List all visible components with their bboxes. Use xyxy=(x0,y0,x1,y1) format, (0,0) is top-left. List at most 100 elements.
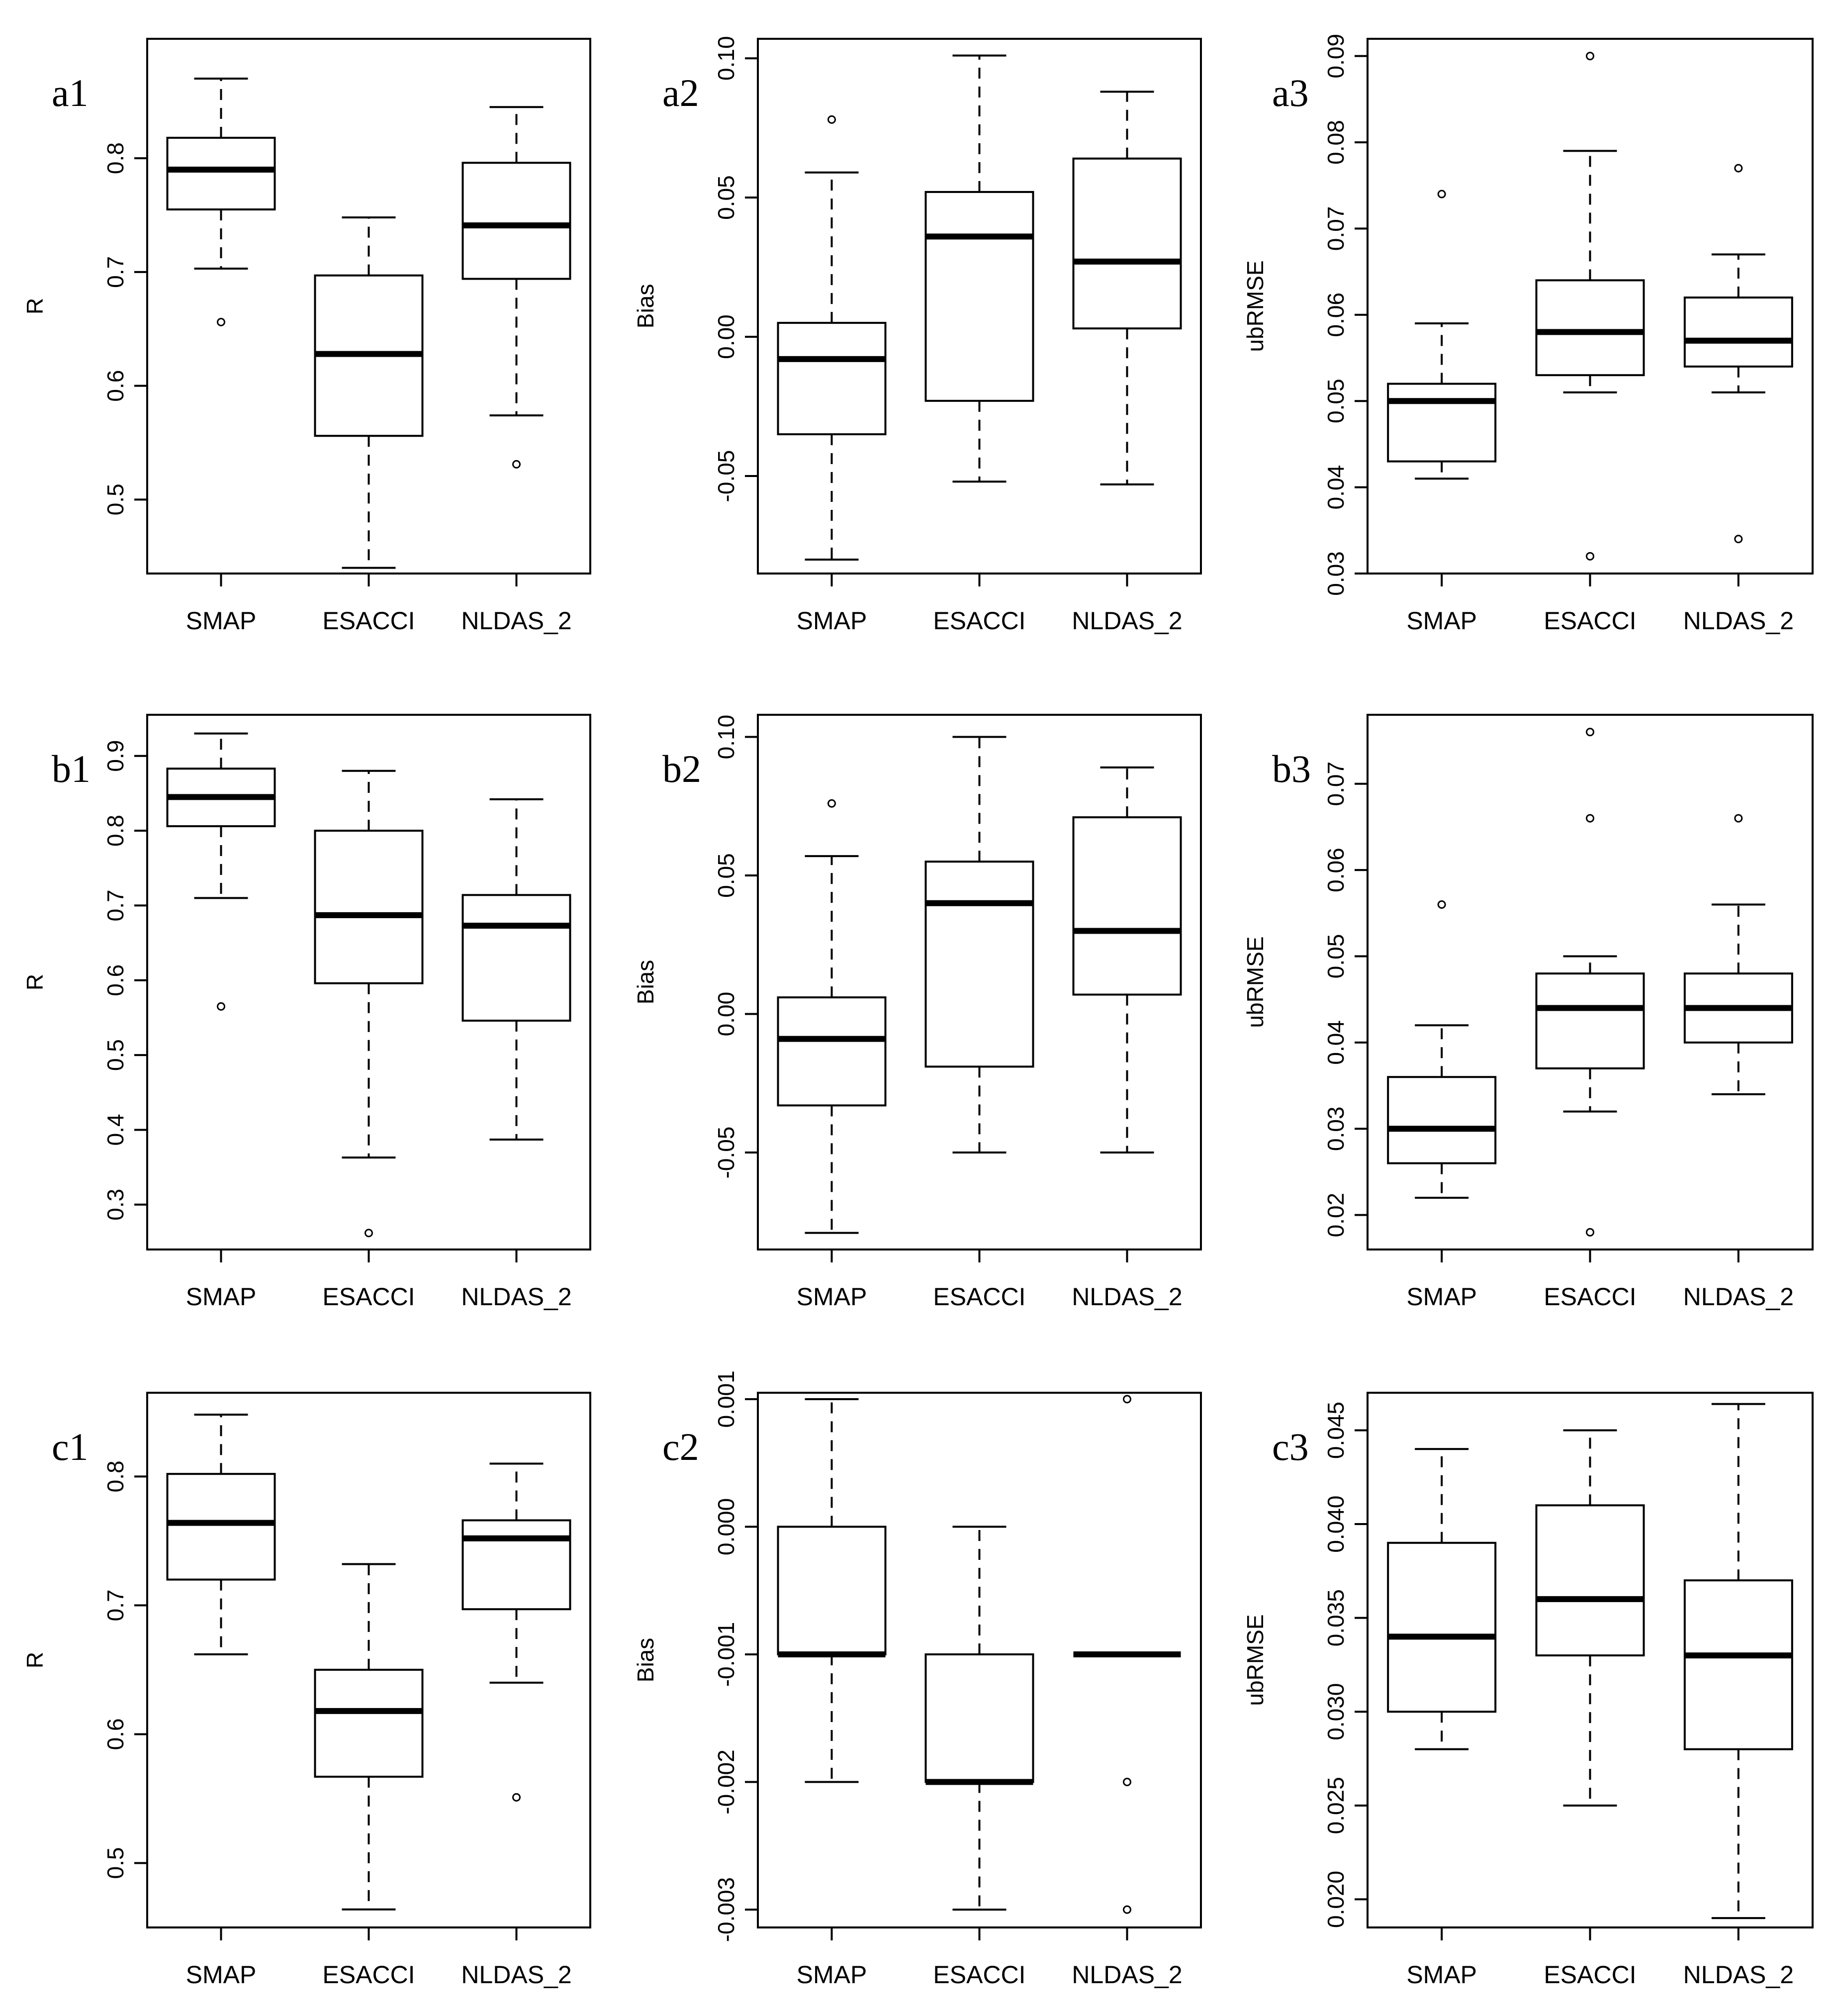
box-smap xyxy=(777,115,887,561)
y-tick-label: 0.08 xyxy=(1323,120,1349,165)
iqr-box xyxy=(1387,1076,1497,1164)
box-smap xyxy=(1387,1448,1497,1750)
box-nldas-2 xyxy=(1072,766,1182,1154)
y-axis-title: Bias xyxy=(633,960,658,1004)
iqr-box xyxy=(314,1668,424,1778)
iqr-box xyxy=(924,1653,1034,1783)
panel-label: a2 xyxy=(662,71,699,114)
y-tick-label: 0.4 xyxy=(102,1114,128,1146)
box-nldas-2 xyxy=(1683,1403,1793,1920)
panel-label: c2 xyxy=(662,1425,699,1468)
y-axis-title: Bias xyxy=(633,284,658,328)
category-label: ESACCI xyxy=(1544,1961,1636,1989)
y-axis-title: Bias xyxy=(633,1638,658,1682)
category-label: SMAP xyxy=(797,1283,867,1311)
box-smap xyxy=(777,1398,887,1783)
outlier-point xyxy=(1123,1778,1131,1787)
outlier-point xyxy=(1734,814,1743,823)
box-esacci xyxy=(1535,728,1645,1237)
y-tick-label: 0.03 xyxy=(1323,1106,1349,1151)
iqr-box xyxy=(1387,383,1497,463)
iqr-box xyxy=(1535,1504,1645,1657)
category-label: SMAP xyxy=(1406,1283,1477,1311)
iqr-box xyxy=(924,191,1034,402)
panel-c1: c1 R 0.5 0.6 0.7 0.8 SMAP ESACCI NLDAS_2 xyxy=(22,1392,591,1989)
category-label: SMAP xyxy=(1406,607,1477,635)
y-axis-title: R xyxy=(22,298,48,314)
iqr-box xyxy=(461,894,571,1022)
iqr-box xyxy=(777,322,887,436)
y-tick-label: 0.001 xyxy=(713,1370,739,1428)
y-tick-label: 0.040 xyxy=(1323,1495,1349,1552)
box-esacci xyxy=(314,1563,424,1911)
y-tick-label: -0.003 xyxy=(713,1877,739,1942)
category-label: ESACCI xyxy=(322,1283,415,1311)
category-label: NLDAS_2 xyxy=(1072,1961,1182,1989)
y-axis-title: R xyxy=(22,1652,48,1668)
y-tick-label: 0.035 xyxy=(1323,1589,1349,1646)
panel-b1: b1 R 0.3 0.4 0.5 0.6 0.7 0.8 0.9 SMAP ESACCI NLDAS_… xyxy=(22,714,591,1311)
iqr-box xyxy=(461,162,571,280)
outlier-point xyxy=(827,115,836,124)
outlier-point xyxy=(1586,1228,1594,1237)
y-tick-label: 0.020 xyxy=(1323,1871,1349,1928)
y-tick-label: 0.09 xyxy=(1323,34,1349,79)
box-esacci xyxy=(1535,52,1645,561)
y-tick-label: 0.025 xyxy=(1323,1777,1349,1834)
category-label: SMAP xyxy=(186,1961,257,1989)
iqr-box xyxy=(1535,279,1645,377)
iqr-box xyxy=(924,861,1034,1068)
box-esacci xyxy=(314,216,424,569)
iqr-box xyxy=(1535,972,1645,1069)
box-esacci xyxy=(1535,1429,1645,1807)
outlier-point xyxy=(1586,52,1594,61)
category-label: NLDAS_2 xyxy=(1683,607,1794,635)
y-tick-label: 0.000 xyxy=(713,1498,739,1555)
category-label: SMAP xyxy=(186,607,257,635)
y-tick-label: 0.6 xyxy=(102,964,128,996)
iqr-box xyxy=(1683,1579,1793,1750)
y-axis-title: ubRMSE xyxy=(1242,1614,1268,1706)
panel-c3: c3 ubRMSE 0.020 0.025 0.030 0.035 0.040 0.045 SM… xyxy=(1242,1392,1814,1989)
panel-a2: a2 Bias -0.05 0.00 0.05 0.10 SMAP ESACCI NLDAS_2 xyxy=(633,36,1202,635)
category-label: ESACCI xyxy=(1544,1283,1636,1311)
outlier-point xyxy=(1586,728,1594,737)
panel-label: b3 xyxy=(1272,747,1311,790)
y-tick-label: -0.001 xyxy=(713,1622,739,1687)
panel-label: a3 xyxy=(1272,71,1309,114)
outlier-point xyxy=(217,318,225,327)
box-esacci xyxy=(924,736,1034,1154)
category-label: NLDAS_2 xyxy=(1072,607,1182,635)
y-tick-label: 0.7 xyxy=(102,1589,128,1621)
iqr-box xyxy=(1387,1541,1497,1713)
y-tick-label: 0.7 xyxy=(102,256,128,288)
panel-b2: b2 Bias -0.05 0.00 0.05 0.10 SMAP ESACCI NLDAS_2 xyxy=(633,714,1202,1311)
outlier-point xyxy=(365,1229,373,1238)
category-label: ESACCI xyxy=(322,607,415,635)
y-tick-label: 0.9 xyxy=(102,740,128,772)
panel-a1: a1 R 0.5 0.6 0.7 0.8 SMAP ESACCI NLDAS_2 xyxy=(22,38,591,635)
outlier-point xyxy=(1437,190,1446,198)
y-tick-label: 0.02 xyxy=(1323,1193,1349,1238)
panel-c2: c2 Bias -0.003 -0.002 -0.001 0.000 0.001 SMAP ES… xyxy=(633,1370,1202,1989)
y-tick-label: 0.030 xyxy=(1323,1683,1349,1740)
panel-a3: a3 ubRMSE 0.03 0.04 0.05 0.06 0.07 0.08 0.09 SMAP… xyxy=(1242,34,1814,635)
panel-label: c3 xyxy=(1272,1425,1309,1468)
iqr-box xyxy=(166,1473,276,1581)
y-tick-label: 0.5 xyxy=(102,1039,128,1071)
box-smap xyxy=(1387,900,1497,1199)
category-label: ESACCI xyxy=(933,1961,1025,1989)
iqr-box xyxy=(777,1526,887,1655)
outlier-point xyxy=(512,1793,521,1802)
box-nldas-2 xyxy=(1683,814,1793,1095)
outlier-point xyxy=(1734,164,1743,173)
y-tick-label: 0.7 xyxy=(102,889,128,921)
y-tick-label: 0.8 xyxy=(102,1460,128,1492)
box-nldas-2 xyxy=(461,106,571,469)
y-tick-label: 0.07 xyxy=(1323,206,1349,251)
panel-label: b1 xyxy=(52,747,91,790)
box-nldas-2 xyxy=(1683,164,1793,544)
y-tick-label: 0.07 xyxy=(1323,762,1349,806)
category-label: SMAP xyxy=(186,1283,257,1311)
